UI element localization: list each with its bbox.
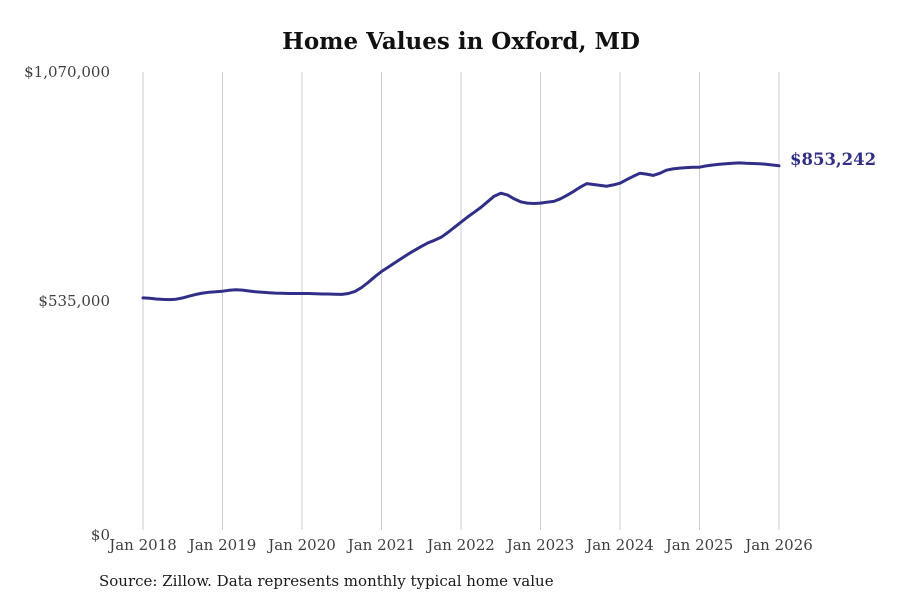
y-axis-tick-0: $0 <box>90 526 110 544</box>
chart-title: Home Values in Oxford, MD <box>282 28 640 55</box>
y-axis-tick-535000: $535,000 <box>38 292 110 310</box>
x-axis-tick-jan-2026: Jan 2026 <box>745 536 813 554</box>
latest-value-label: $853,242 <box>790 150 877 169</box>
x-axis-tick-jan-2021: Jan 2021 <box>347 536 416 554</box>
y-axis-tick-1070000: $1,070,000 <box>24 63 110 81</box>
x-axis-tick-jan-2018: Jan 2018 <box>109 536 177 554</box>
source-note: Source: Zillow. Data represents monthly … <box>99 572 554 590</box>
x-axis-tick-jan-2022: Jan 2022 <box>427 536 495 554</box>
x-axis-tick-jan-2025: Jan 2025 <box>665 536 734 554</box>
x-axis-tick-jan-2023: Jan 2023 <box>506 536 575 554</box>
x-axis-tick-jan-2024: Jan 2024 <box>586 536 654 554</box>
home-value-line <box>141 161 781 302</box>
x-axis-tick-jan-2019: Jan 2019 <box>188 536 257 554</box>
x-axis-tick-jan-2020: Jan 2020 <box>268 536 336 554</box>
